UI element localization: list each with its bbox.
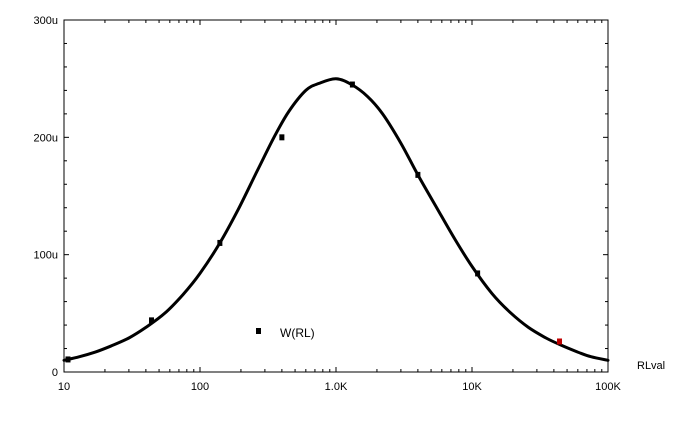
- data-marker: [415, 171, 421, 178]
- x-tick-label: 10: [58, 381, 70, 393]
- data-marker: [475, 270, 481, 277]
- series-line-w-rl: [62, 77, 610, 362]
- x-tick-label: 100: [191, 381, 209, 393]
- x-tick-label: 10K: [462, 381, 482, 393]
- x-tick-label: 1.0K: [325, 381, 348, 393]
- data-markers: [65, 81, 563, 363]
- data-marker: [349, 81, 355, 88]
- y-tick-label: 200u: [34, 132, 58, 144]
- legend: W(RL): [256, 326, 315, 340]
- data-marker: [279, 134, 285, 141]
- legend-label: W(RL): [280, 326, 315, 340]
- data-marker: [217, 239, 223, 246]
- x-tick-label: 100K: [595, 381, 621, 393]
- data-marker: [65, 356, 71, 363]
- legend-marker: [256, 328, 261, 334]
- x-axis-label: RLval: [637, 360, 665, 372]
- plot-frame: [63, 19, 609, 373]
- y-tick-label: 0: [52, 367, 58, 379]
- data-marker: [149, 317, 155, 324]
- x-axis-ticks: 10 100 1.0K 10K 100K: [58, 20, 622, 393]
- y-axis-ticks: 0 100u 200u 300u: [34, 15, 608, 379]
- data-marker: [557, 338, 563, 345]
- y-tick-label: 300u: [34, 15, 58, 27]
- y-tick-label: 100u: [34, 250, 58, 262]
